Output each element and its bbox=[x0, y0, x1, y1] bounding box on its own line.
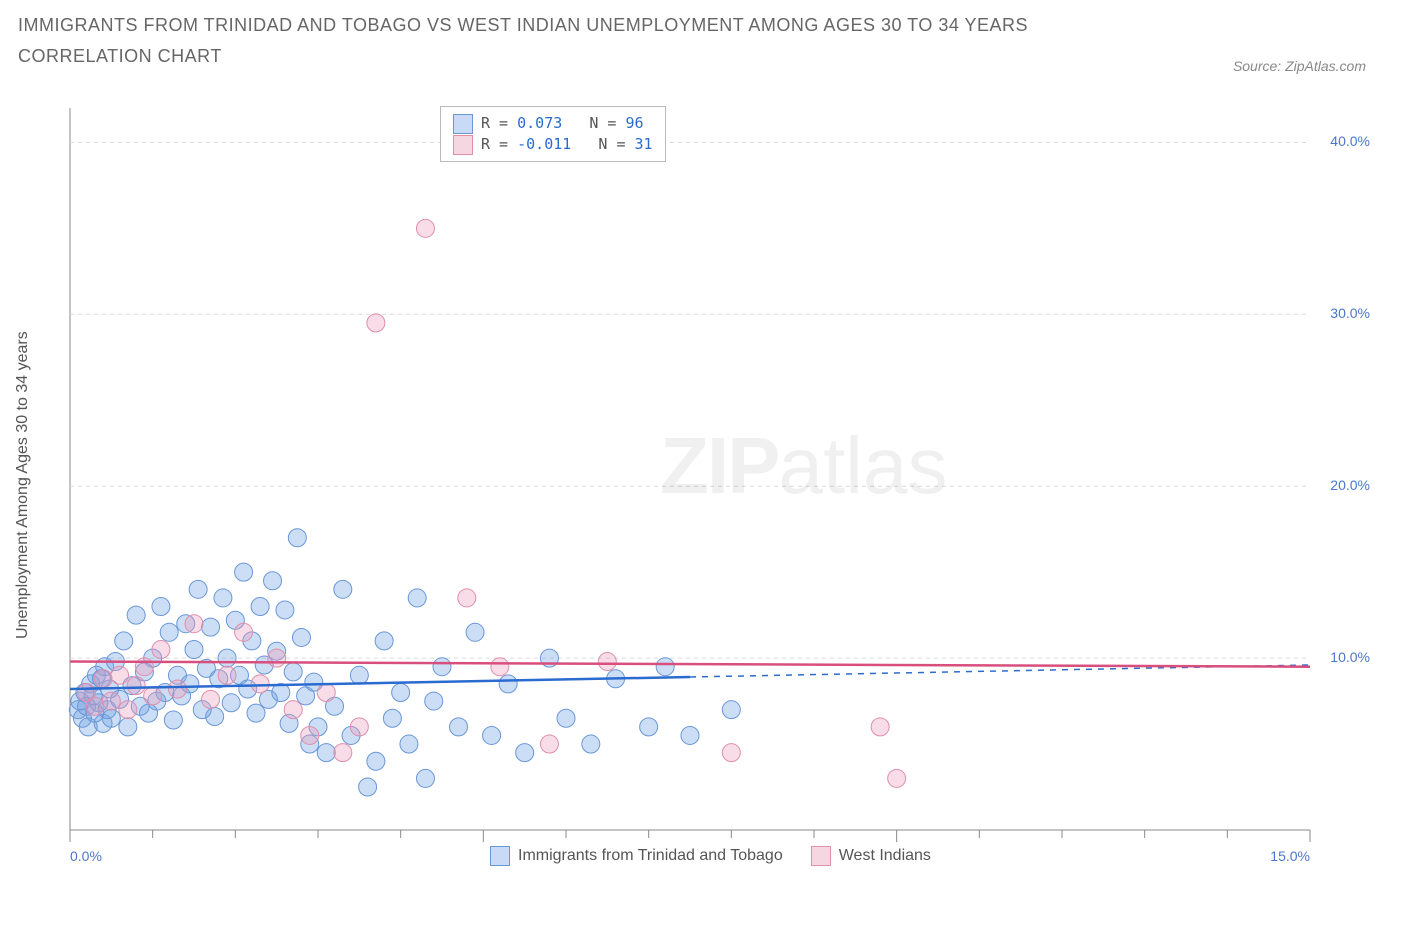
series-legend: Immigrants from Trinidad and Tobago West … bbox=[490, 846, 931, 866]
tick-label: 40.0% bbox=[1330, 133, 1370, 149]
source-label: Source: ZipAtlas.com bbox=[1233, 58, 1366, 74]
tick-label: 20.0% bbox=[1330, 477, 1370, 493]
tick-label: 0.0% bbox=[70, 848, 102, 864]
series-legend-item: West Indians bbox=[811, 846, 931, 866]
series-legend-label: Immigrants from Trinidad and Tobago bbox=[518, 847, 783, 865]
y-axis-label: Unemployment Among Ages 30 to 34 years bbox=[14, 331, 32, 639]
corr-legend-row: R = 0.073 N = 96 bbox=[453, 113, 653, 134]
correlation-legend: R = 0.073 N = 96R = -0.011 N = 31 bbox=[440, 106, 666, 162]
tick-label: 10.0% bbox=[1330, 649, 1370, 665]
swatch-blue-icon bbox=[490, 846, 510, 866]
series-legend-label: West Indians bbox=[839, 847, 931, 865]
swatch-pink-icon bbox=[811, 846, 831, 866]
corr-values: R = -0.011 N = 31 bbox=[481, 134, 653, 155]
chart-title: IMMIGRANTS FROM TRINIDAD AND TOBAGO VS W… bbox=[18, 10, 1118, 71]
tick-label: 30.0% bbox=[1330, 305, 1370, 321]
plot-svg bbox=[60, 100, 1380, 870]
corr-values: R = 0.073 N = 96 bbox=[481, 113, 644, 134]
swatch-pink-icon bbox=[453, 135, 473, 155]
tick-label: 15.0% bbox=[1270, 848, 1310, 864]
chart-area: ZIPatlas R = 0.073 N = 96R = -0.011 N = … bbox=[60, 100, 1380, 870]
series-legend-item: Immigrants from Trinidad and Tobago bbox=[490, 846, 783, 866]
swatch-blue-icon bbox=[453, 114, 473, 134]
corr-legend-row: R = -0.011 N = 31 bbox=[453, 134, 653, 155]
